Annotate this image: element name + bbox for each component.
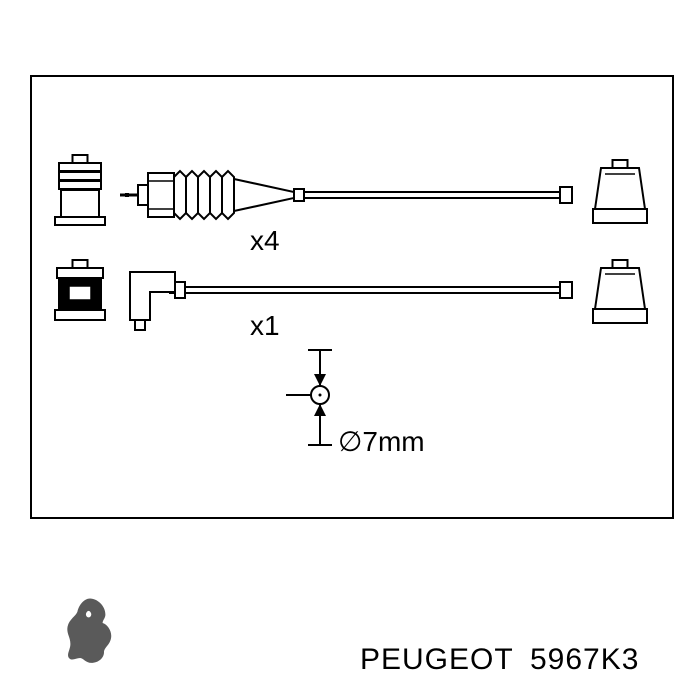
diagram-canvas: x4 x1 ∅7mm PEUGEOT 5967K3 xyxy=(0,0,700,700)
qty-label-x1: x1 xyxy=(250,310,280,342)
footer-brand: PEUGEOT xyxy=(360,643,514,677)
diagram-svg xyxy=(0,0,700,700)
footer-partno: 5967K3 xyxy=(530,643,639,677)
qty-label-x4: x4 xyxy=(250,225,280,257)
peugeot-logo-icon xyxy=(67,599,111,663)
diameter-label: ∅7mm xyxy=(338,425,425,458)
